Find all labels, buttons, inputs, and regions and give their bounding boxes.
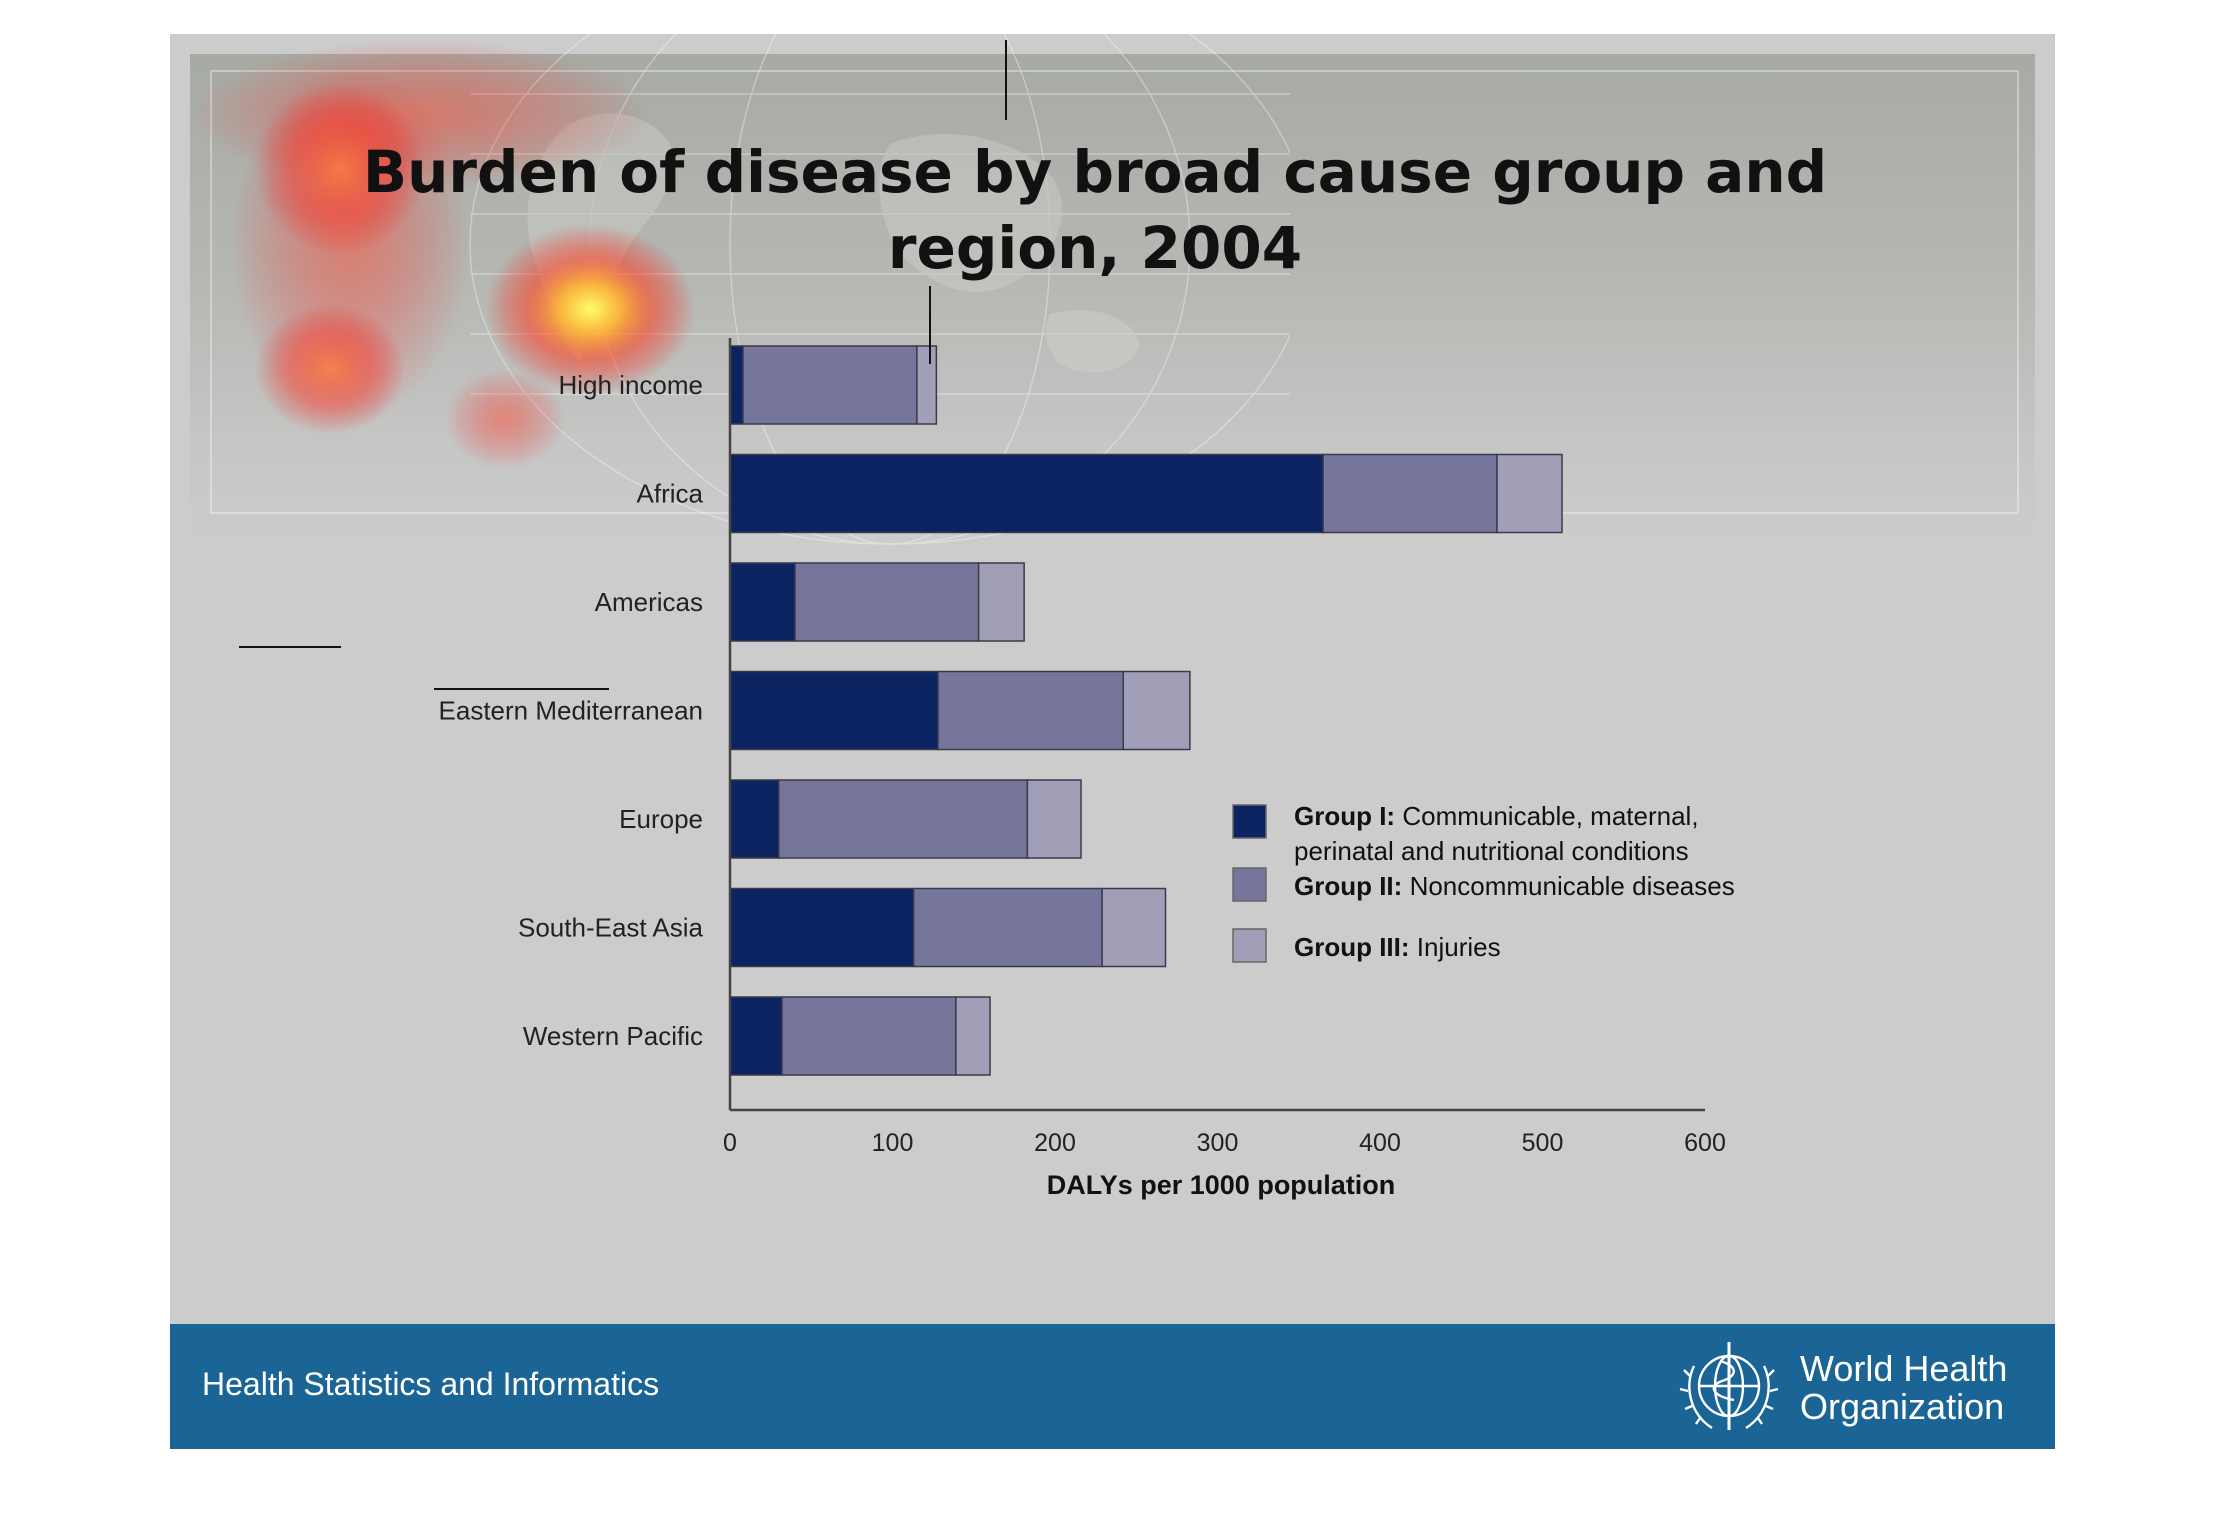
bar-segment xyxy=(977,562,1025,642)
bar-segment xyxy=(1496,453,1563,534)
legend-swatch-group2 xyxy=(1232,867,1267,902)
bar-segment xyxy=(781,996,957,1076)
bar-segment xyxy=(794,562,980,642)
footer-text: Health Statistics and Informatics xyxy=(202,1366,660,1402)
bar-segment xyxy=(1122,670,1191,751)
bar-segment xyxy=(916,345,938,425)
category-label: Europe xyxy=(619,804,703,834)
x-tick-label: 0 xyxy=(723,1129,737,1157)
bar-segment xyxy=(912,887,1103,968)
category-label: High income xyxy=(558,370,703,400)
category-label: Africa xyxy=(637,479,704,509)
legend-swatch-group1 xyxy=(1232,804,1267,839)
stray-mark xyxy=(239,646,341,648)
organization-name: World Health Organization xyxy=(1800,1350,2007,1426)
x-tick-label: 500 xyxy=(1522,1129,1564,1157)
title-line-2: region, 2004 xyxy=(887,214,1303,282)
axes xyxy=(728,338,1705,1112)
bar-segment xyxy=(729,887,915,968)
category-label: South-East Asia xyxy=(518,913,704,943)
bar-segment xyxy=(937,670,1124,751)
slide: Burden of disease by broad cause group a… xyxy=(170,34,2055,1449)
legend-entry-group1: Group I: Communicable, maternal, xyxy=(1294,801,1699,831)
bars-layer xyxy=(729,345,1563,1076)
bar-segment xyxy=(729,345,744,425)
footer-bar: Health Statistics and Informatics World … xyxy=(170,1324,2055,1449)
bar-segment xyxy=(729,996,783,1076)
x-tick-label: 600 xyxy=(1684,1129,1726,1157)
legend-entry-group3: Group III: Injuries xyxy=(1294,932,1501,962)
title-line-1: Burden of disease by broad cause group a… xyxy=(362,138,1828,206)
category-label: Americas xyxy=(595,587,703,617)
bar-segment xyxy=(729,779,780,859)
stray-mark xyxy=(929,286,931,364)
x-tick-label: 400 xyxy=(1359,1129,1401,1157)
category-label: Western Pacific xyxy=(523,1021,703,1051)
bar-segment xyxy=(742,345,918,425)
x-tick-labels: 0 100 200 300 400 500 600 xyxy=(723,1129,1726,1157)
x-tick-label: 300 xyxy=(1197,1129,1239,1157)
legend-entry-group2: Group II: Noncommunicable diseases xyxy=(1294,871,1735,901)
bar-segment xyxy=(1101,887,1167,968)
bar-segment xyxy=(729,562,796,642)
bar-segment xyxy=(955,996,991,1076)
bar-segment xyxy=(729,670,939,751)
chart-title: Burden of disease by broad cause group a… xyxy=(170,134,2020,286)
category-labels: High income Africa Americas Eastern Mediter… xyxy=(439,370,704,1051)
organization-name-line-1: World Health xyxy=(1800,1348,2008,1389)
stacked-bar-chart: High income Africa Americas Eastern Mediter… xyxy=(439,338,1735,1200)
legend-swatch-group3 xyxy=(1232,928,1267,963)
bar-segment xyxy=(1026,779,1082,859)
who-emblem-icon xyxy=(1679,1342,1779,1430)
bar-segment xyxy=(778,779,1029,859)
legend: Group I: Communicable, maternal, perinat… xyxy=(1232,801,1735,963)
category-label: Eastern Mediterranean xyxy=(439,696,703,726)
bar-segment xyxy=(1322,453,1498,534)
legend-entry-group1-line2: perinatal and nutritional conditions xyxy=(1294,836,1689,866)
stray-mark xyxy=(1005,40,1007,120)
stray-mark xyxy=(434,688,609,690)
x-axis-title: DALYs per 1000 population xyxy=(1047,1170,1396,1200)
bar-segment xyxy=(729,453,1324,534)
x-tick-label: 200 xyxy=(1034,1129,1076,1157)
organization-name-line-2: Organization xyxy=(1800,1386,2005,1427)
x-tick-label: 100 xyxy=(872,1129,914,1157)
heatmap-overlay xyxy=(190,39,695,469)
